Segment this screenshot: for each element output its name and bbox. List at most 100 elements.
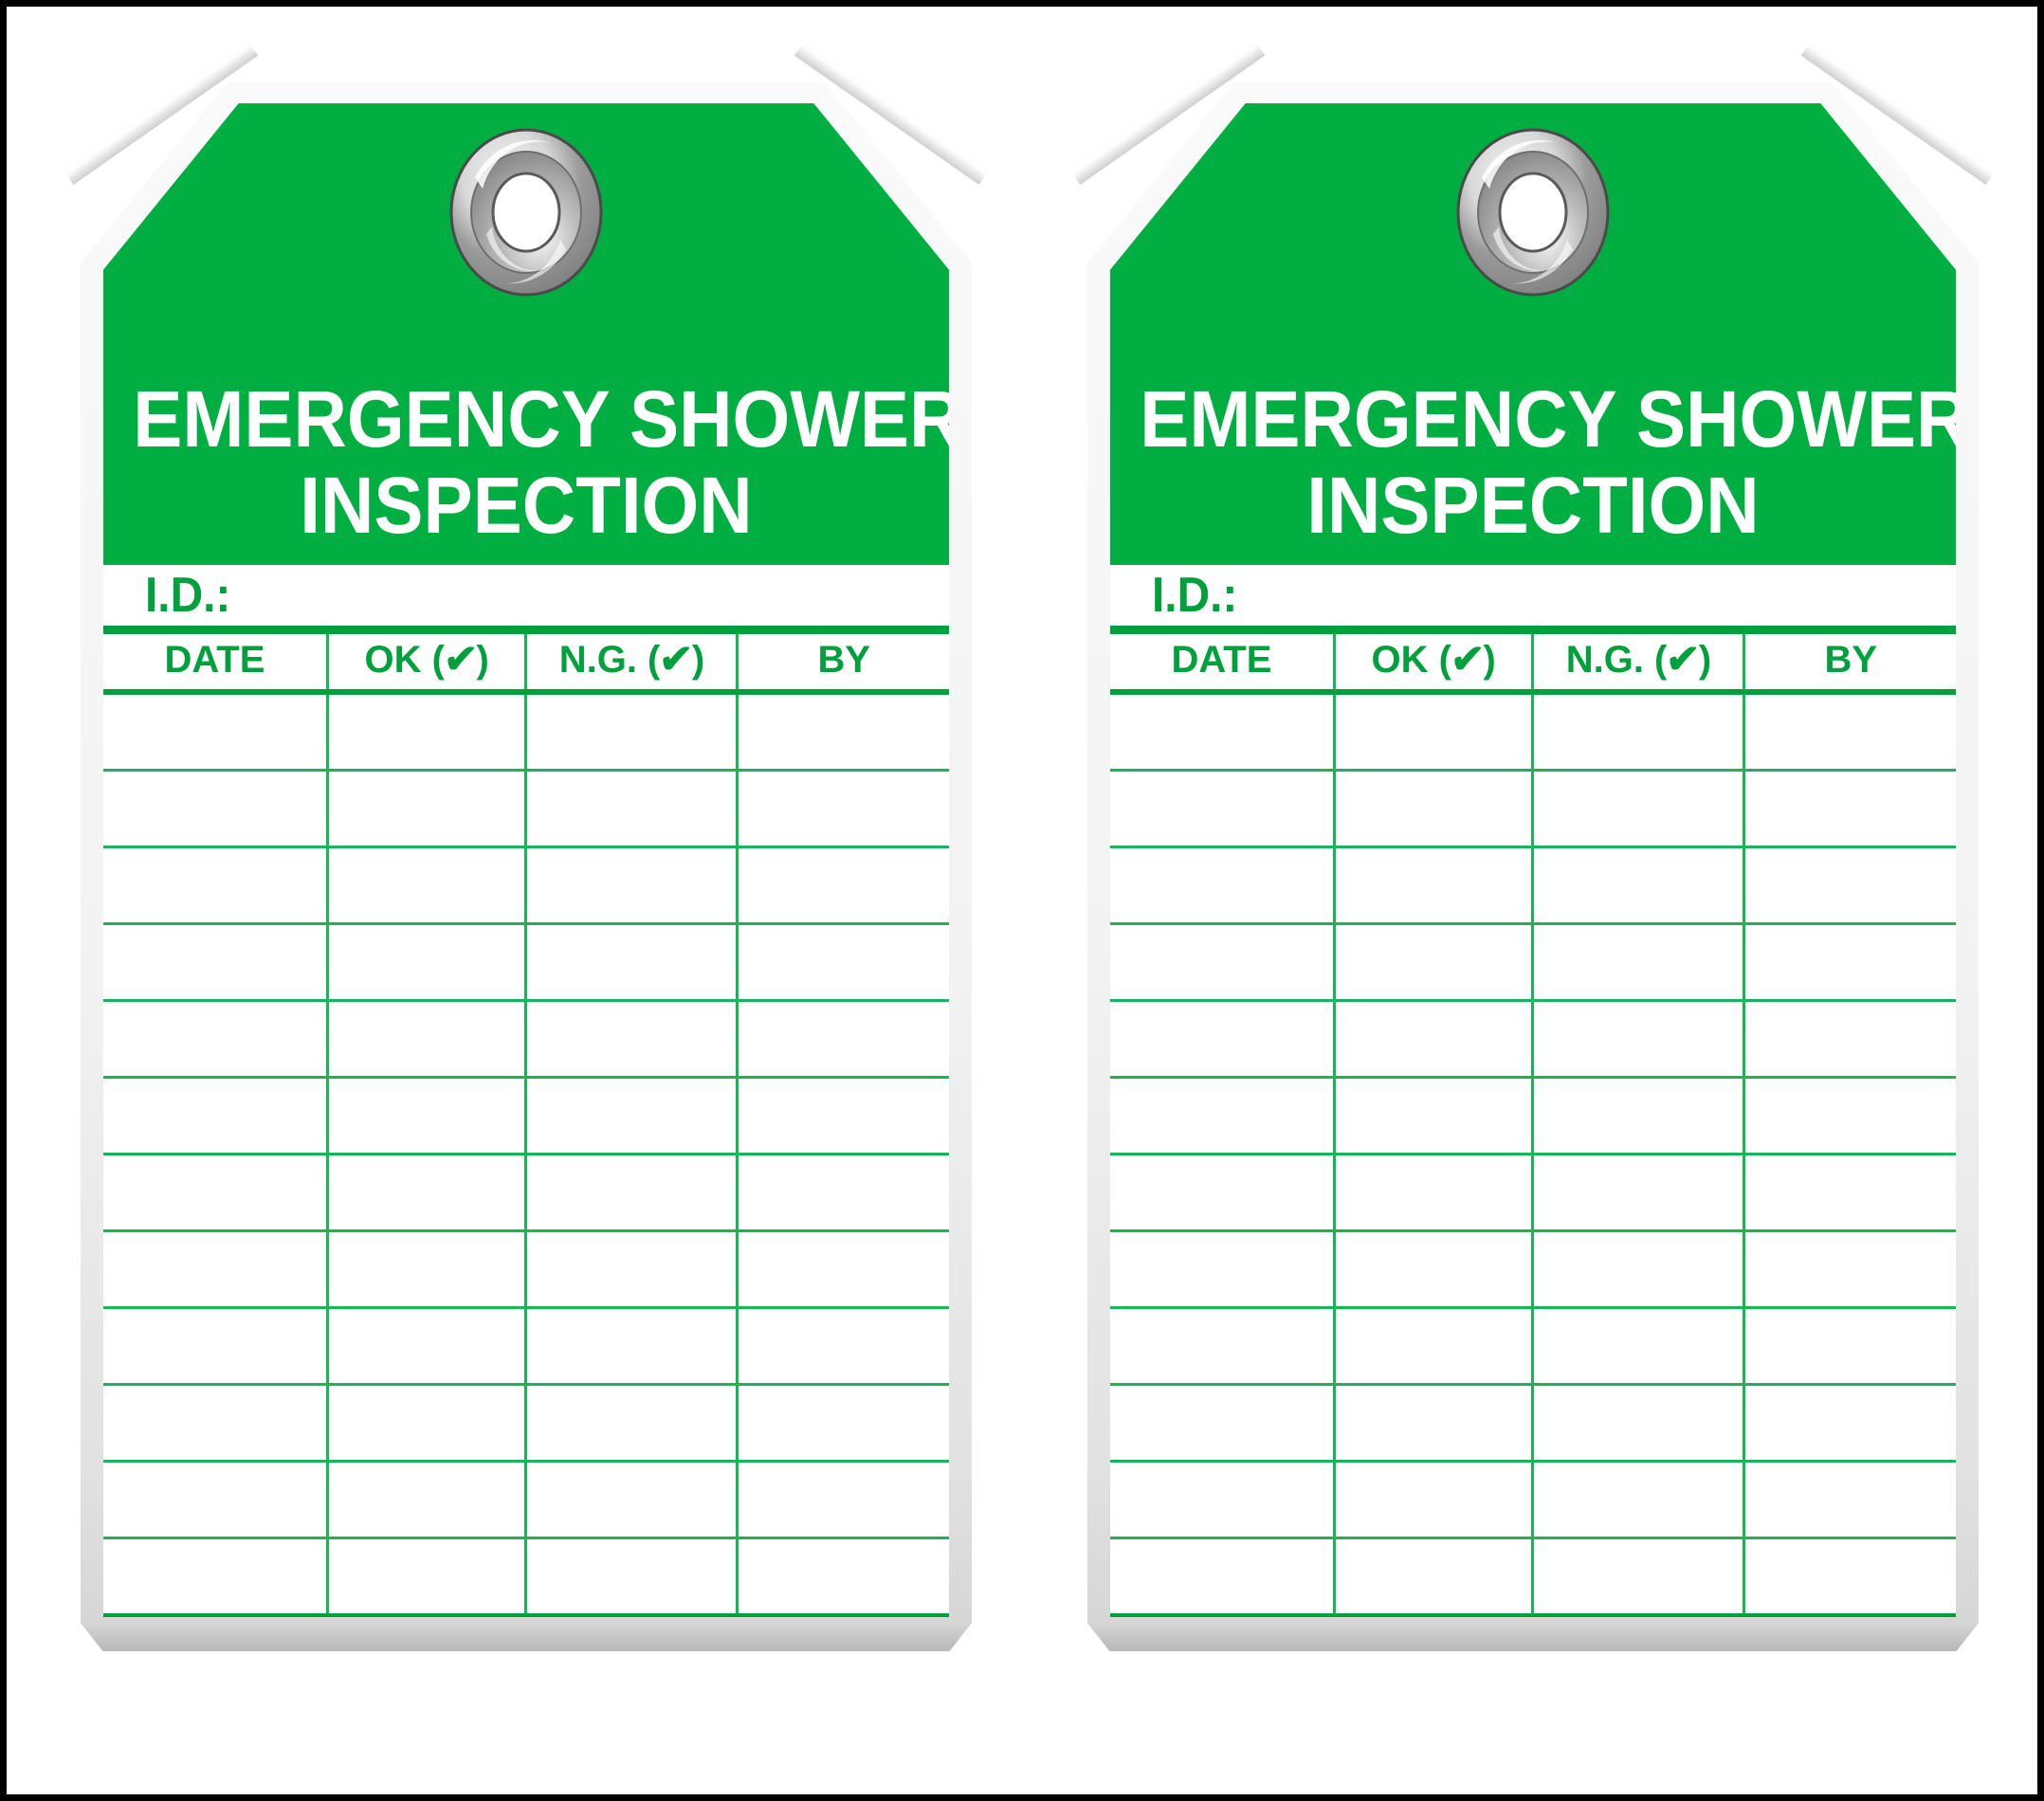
table-cell[interactable] <box>1743 1230 1956 1309</box>
table-cell[interactable] <box>1743 1154 1956 1232</box>
table-cell[interactable] <box>103 1537 328 1617</box>
table-cell[interactable] <box>103 1384 328 1463</box>
table-row[interactable] <box>103 1384 949 1463</box>
table-cell[interactable] <box>1531 1230 1744 1309</box>
table-cell[interactable] <box>1332 1384 1533 1463</box>
table-cell[interactable] <box>325 1537 526 1617</box>
table-cell[interactable] <box>736 770 949 848</box>
table-cell[interactable] <box>103 770 328 848</box>
table-cell[interactable] <box>736 1384 949 1463</box>
table-cell[interactable] <box>1332 923 1533 1002</box>
table-cell[interactable] <box>1531 770 1744 848</box>
table-cell[interactable] <box>1743 1307 1956 1386</box>
table-row[interactable] <box>103 692 949 772</box>
table-cell[interactable] <box>1110 1537 1335 1617</box>
table-cell[interactable] <box>736 1537 949 1617</box>
table-cell[interactable] <box>325 1154 526 1232</box>
table-cell[interactable] <box>1332 846 1533 925</box>
table-cell[interactable] <box>1531 1000 1744 1079</box>
table-cell[interactable] <box>103 1000 328 1079</box>
table-row[interactable] <box>1110 1000 1956 1079</box>
table-cell[interactable] <box>1743 1077 1956 1155</box>
id-field-row-right[interactable]: I.D.: <box>1110 565 1956 626</box>
table-cell[interactable] <box>325 770 526 848</box>
table-cell[interactable] <box>736 1154 949 1232</box>
table-cell[interactable] <box>524 1230 738 1309</box>
table-cell[interactable] <box>736 692 949 772</box>
table-cell[interactable] <box>325 1230 526 1309</box>
table-cell[interactable] <box>103 692 328 772</box>
table-cell[interactable] <box>1332 1461 1533 1539</box>
table-cell[interactable] <box>524 1307 738 1386</box>
table-cell[interactable] <box>524 846 738 925</box>
table-cell[interactable] <box>1743 846 1956 925</box>
table-row[interactable] <box>1110 1307 1956 1386</box>
table-cell[interactable] <box>1531 1077 1744 1155</box>
table-cell[interactable] <box>736 923 949 1002</box>
table-cell[interactable] <box>103 1077 328 1155</box>
table-cell[interactable] <box>1332 1077 1533 1155</box>
table-row[interactable] <box>1110 1230 1956 1309</box>
table-row[interactable] <box>1110 1537 1956 1617</box>
table-row[interactable] <box>103 846 949 925</box>
table-cell[interactable] <box>1743 923 1956 1002</box>
table-row[interactable] <box>103 923 949 1002</box>
table-cell[interactable] <box>1743 692 1956 772</box>
table-cell[interactable] <box>1110 1230 1335 1309</box>
table-cell[interactable] <box>736 1307 949 1386</box>
table-cell[interactable] <box>1110 1307 1335 1386</box>
table-cell[interactable] <box>1743 1384 1956 1463</box>
table-cell[interactable] <box>1110 1154 1335 1232</box>
table-cell[interactable] <box>524 1384 738 1463</box>
table-cell[interactable] <box>325 846 526 925</box>
table-cell[interactable] <box>1332 1154 1533 1232</box>
table-row[interactable] <box>103 1154 949 1232</box>
table-cell[interactable] <box>524 770 738 848</box>
table-cell[interactable] <box>103 1230 328 1309</box>
table-cell[interactable] <box>1332 692 1533 772</box>
table-row[interactable] <box>103 1000 949 1079</box>
table-cell[interactable] <box>1531 692 1744 772</box>
table-cell[interactable] <box>736 1000 949 1079</box>
table-row[interactable] <box>1110 1154 1956 1232</box>
table-cell[interactable] <box>1332 1000 1533 1079</box>
table-row[interactable] <box>103 1537 949 1617</box>
table-cell[interactable] <box>103 1461 328 1539</box>
table-cell[interactable] <box>1743 1000 1956 1079</box>
table-row[interactable] <box>103 1230 949 1309</box>
table-cell[interactable] <box>524 923 738 1002</box>
table-cell[interactable] <box>1531 923 1744 1002</box>
table-cell[interactable] <box>325 923 526 1002</box>
table-cell[interactable] <box>1743 1537 1956 1617</box>
table-cell[interactable] <box>1332 1537 1533 1617</box>
table-row[interactable] <box>103 1077 949 1155</box>
table-cell[interactable] <box>1332 1230 1533 1309</box>
table-cell[interactable] <box>1531 846 1744 925</box>
table-cell[interactable] <box>1110 1077 1335 1155</box>
table-cell[interactable] <box>1110 692 1335 772</box>
table-cell[interactable] <box>325 1307 526 1386</box>
table-cell[interactable] <box>1110 770 1335 848</box>
table-cell[interactable] <box>1531 1154 1744 1232</box>
table-cell[interactable] <box>103 846 328 925</box>
table-cell[interactable] <box>736 846 949 925</box>
table-cell[interactable] <box>325 1077 526 1155</box>
table-cell[interactable] <box>524 1000 738 1079</box>
table-row[interactable] <box>1110 770 1956 848</box>
table-cell[interactable] <box>1332 770 1533 848</box>
table-cell[interactable] <box>325 692 526 772</box>
table-row[interactable] <box>1110 846 1956 925</box>
table-cell[interactable] <box>1110 923 1335 1002</box>
table-row[interactable] <box>103 770 949 848</box>
table-cell[interactable] <box>1743 770 1956 848</box>
table-cell[interactable] <box>736 1461 949 1539</box>
table-row[interactable] <box>103 1307 949 1386</box>
table-cell[interactable] <box>1110 1384 1335 1463</box>
table-row[interactable] <box>1110 923 1956 1002</box>
table-cell[interactable] <box>325 1461 526 1539</box>
table-cell[interactable] <box>736 1230 949 1309</box>
table-cell[interactable] <box>103 923 328 1002</box>
table-cell[interactable] <box>524 692 738 772</box>
table-row[interactable] <box>1110 1384 1956 1463</box>
table-cell[interactable] <box>1531 1307 1744 1386</box>
